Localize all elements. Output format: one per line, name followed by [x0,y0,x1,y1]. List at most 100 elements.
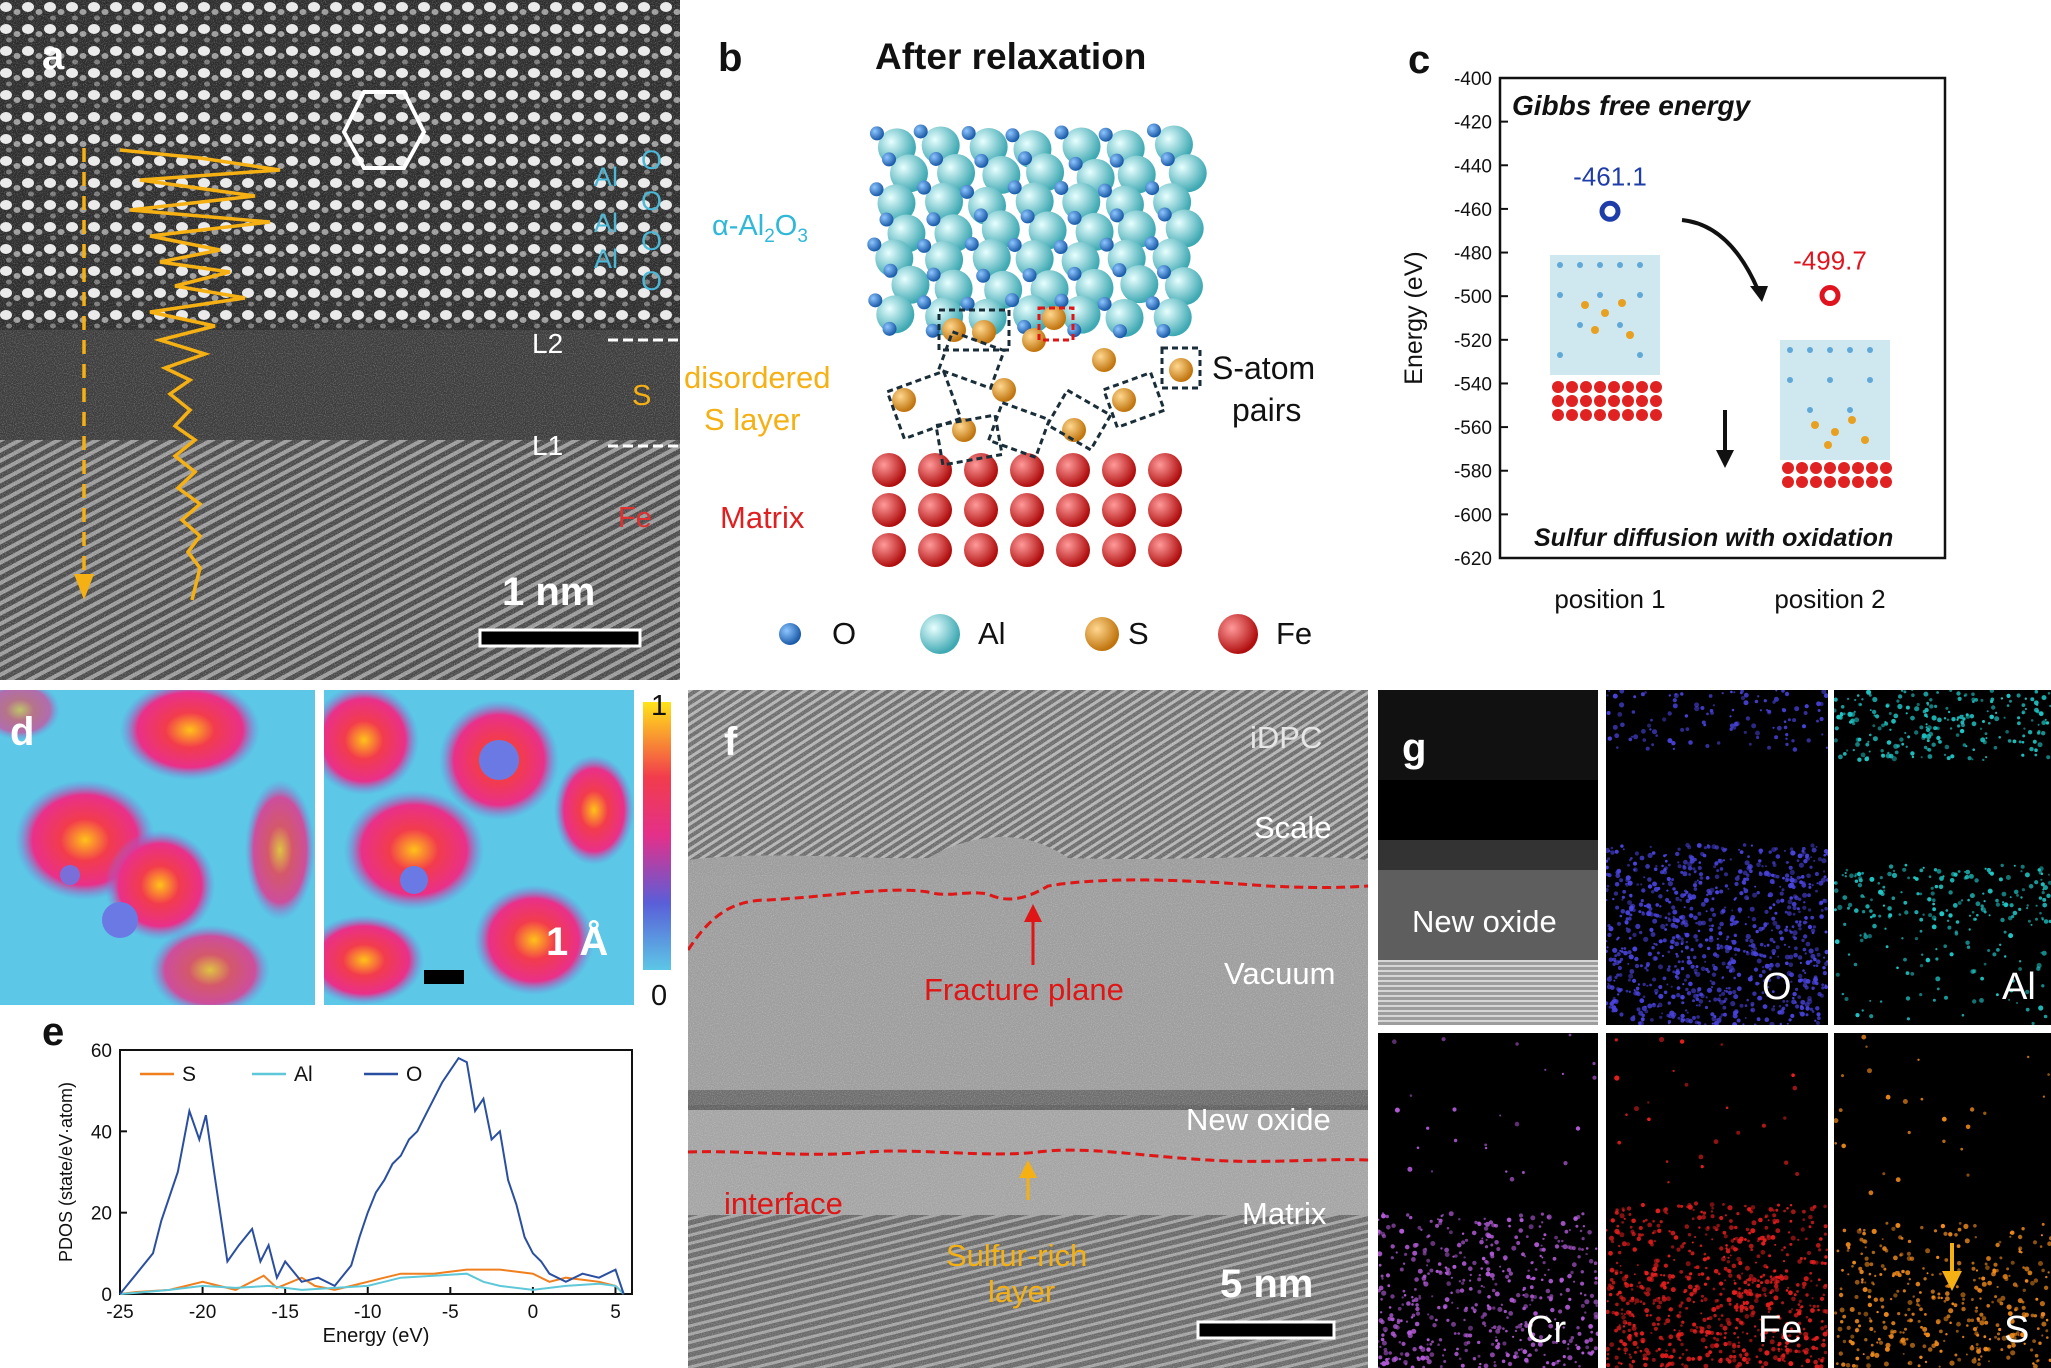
y-tick-label: -520 [1454,331,1492,352]
scale-bar [478,628,642,648]
x-tick-label: -10 [354,1302,381,1323]
s-label: S [632,380,652,412]
s-pairs-label: pairs [1232,392,1302,428]
energy-point [1599,200,1621,222]
alumina-label: α-Al2O3 [712,210,808,247]
x-category-label: position 1 [1554,584,1665,614]
legend-entry: S [182,1063,196,1086]
map-s-label: S [2004,1309,2030,1351]
scale-bar [1196,1320,1336,1340]
legend-entry: O [406,1063,422,1086]
scale-label: 5 nm [1220,1262,1314,1306]
o-label: O [641,186,663,216]
s-pairs-label: S-atom [1212,350,1316,386]
panel-label: g [1402,726,1427,770]
panel-d-map-2: 1 Å [324,690,634,1005]
l2-label: L2 [532,328,564,359]
y-tick-label: -420 [1454,113,1492,134]
s-layer-label: S layer [704,402,801,437]
interface-line [688,1148,1368,1163]
x-tick-label: -25 [106,1302,133,1323]
energy-chart: -400 -420 -440 -460 -480 -500 -520 -540 -560 -580… [1400,69,1947,614]
x-tick-label: -5 [442,1302,459,1323]
scale-bar [424,970,464,984]
atom-legend [779,614,1258,654]
pdos-series-s [119,1268,625,1295]
pdos-series-al [119,1272,625,1295]
x-tick-label: 0 [528,1302,539,1323]
pdos-series-o [119,1056,625,1295]
y-tick-label: -500 [1454,287,1492,308]
o-label: O [641,226,663,256]
y-tick-label: -620 [1454,549,1492,570]
panel-g-stem: g New oxide [1378,690,1598,1025]
sulfur-layer-label: layer [988,1274,1056,1309]
y-tick-label: -400 [1454,69,1492,90]
map-s: S [1834,1033,2051,1368]
y-tick-label: -540 [1454,374,1492,395]
al-label: Al [594,244,619,274]
legend-s: S [1128,616,1149,651]
plot-frame [1498,76,1947,560]
panel-label: b [718,36,743,80]
y-tick-label: 60 [91,1041,112,1062]
panel-b-title: After relaxation [875,36,1147,77]
idpc-label: iDPC [1250,720,1323,755]
vacuum-label: Vacuum [1224,956,1336,991]
disordered-label: disordered [684,360,831,395]
panel-label: c [1408,38,1431,82]
o-label: O [641,266,663,296]
inset-position-2 [1780,340,1892,488]
unit-cell-hexagon [341,90,427,170]
inset-position-1 [1550,255,1662,421]
y-axis-label: Energy (eV) [1400,251,1428,384]
x-tick-label: -15 [271,1302,298,1323]
matrix-label: Matrix [1242,1196,1327,1231]
fracture-plane-label: Fracture plane [924,972,1124,1007]
legend-o: O [832,616,857,651]
colorbar-max: 1 [651,690,668,722]
scale-layer-label: Scale [1254,810,1332,845]
pdos-chart: -25 -20 -15 -10 -5 0 5 0 20 40 60 Energy (eV) PDOS (… [56,1041,633,1347]
legend-entry: Al [294,1063,313,1086]
y-tick-label: 40 [91,1122,112,1143]
map-al-label: Al [2002,966,2036,1008]
new-oxide-label: New oxide [1412,904,1557,939]
al-label: Al [594,208,619,238]
y-tick-label: -580 [1454,462,1492,483]
x-axis-label: Energy (eV) [323,1325,430,1347]
al-label: Al [594,162,619,192]
plot-frame [119,1049,633,1295]
map-fe-label: Fe [1758,1309,1803,1351]
legend-al: Al [978,616,1006,651]
map-cr-label: Cr [1526,1309,1567,1351]
scale-label: 1 Å [546,920,609,964]
y-axis-label: PDOS (state/eV·atom) [56,1082,76,1262]
panel-label: a [42,34,65,78]
y-tick-label: -600 [1454,505,1492,526]
y-tick-label: 0 [101,1285,112,1306]
x-tick-label: -20 [189,1302,216,1323]
panel-f: f iDPC Scale Fracture plane Vacuum New o… [688,690,1368,1368]
panel-d-map-1: d [0,690,315,1005]
y-tick-label: 20 [91,1204,112,1225]
panel-c-subtitle: Sulfur diffusion with oxidation [1534,524,1894,552]
legend-fe: Fe [1276,616,1313,651]
y-tick-label: -460 [1454,200,1492,221]
panel-label: e [42,1010,65,1054]
fe-label: Fe [618,502,652,534]
intensity-profile [119,148,281,601]
map-cr: Cr [1378,1033,1598,1368]
atomic-structure [867,123,1207,567]
energy-point [1819,285,1841,307]
panel-a: a Al Al Al O O O O L2 L1 S Fe 1 nm [0,0,680,680]
x-category-label: position 2 [1774,584,1885,614]
energy-value-label: -461.1 [1573,161,1647,191]
map-o-label: O [1762,966,1792,1008]
colorbar [643,702,671,970]
sulfur-rich-label: Sulfur-rich [946,1238,1088,1273]
l1-label: L1 [532,430,564,461]
map-o: O [1606,690,1828,1025]
y-tick-label: -560 [1454,418,1492,439]
transition-arrow [1681,218,1760,291]
